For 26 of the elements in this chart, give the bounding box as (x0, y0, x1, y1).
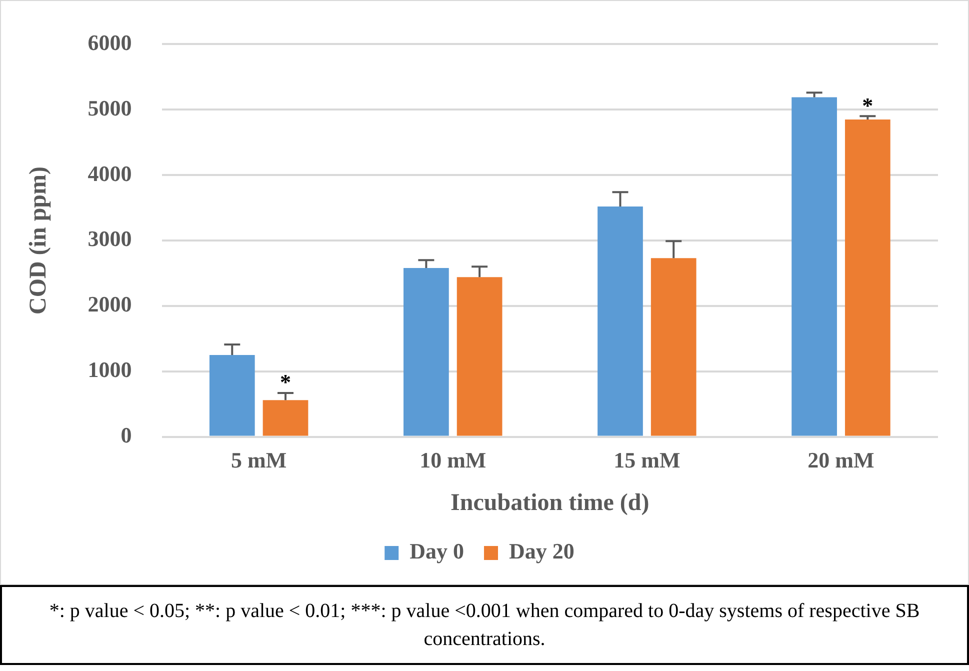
bar (456, 277, 502, 436)
x-tick-label: 20 mM (808, 448, 875, 473)
y-axis-title: COD (in ppm) (26, 166, 52, 315)
y-tick-label: 2000 (88, 292, 132, 317)
bar (650, 258, 696, 436)
bar (844, 119, 890, 436)
y-tick-label: 1000 (88, 357, 132, 382)
bar (598, 206, 643, 436)
text: *: p value < 0.05; **: p value < 0.01; ***: p value <0.001 when compared to 0-day systems of respective SB concentrations. (0, 585, 969, 665)
bar (404, 268, 449, 436)
x-tick-label: 10 mM (420, 448, 486, 473)
legend-label: Day 0 (410, 538, 464, 564)
annotation: * (280, 370, 292, 395)
y-tick-label: 4000 (88, 160, 132, 186)
annotation: * (862, 92, 874, 118)
x-tick-label: 15 mM (614, 448, 680, 473)
y-tick-label: 6000 (88, 30, 132, 55)
x-axis-title: Incubation time (d) (450, 490, 650, 516)
y-tick-label: 3000 (88, 226, 132, 252)
y-tick-label: 5000 (88, 95, 132, 120)
bar (792, 97, 837, 436)
bar (262, 400, 308, 436)
x-tick-label: 5 mM (231, 448, 287, 473)
y-tick-label: 0 (120, 422, 132, 448)
legend-label: Day 20 (509, 538, 574, 564)
bar (209, 355, 255, 436)
